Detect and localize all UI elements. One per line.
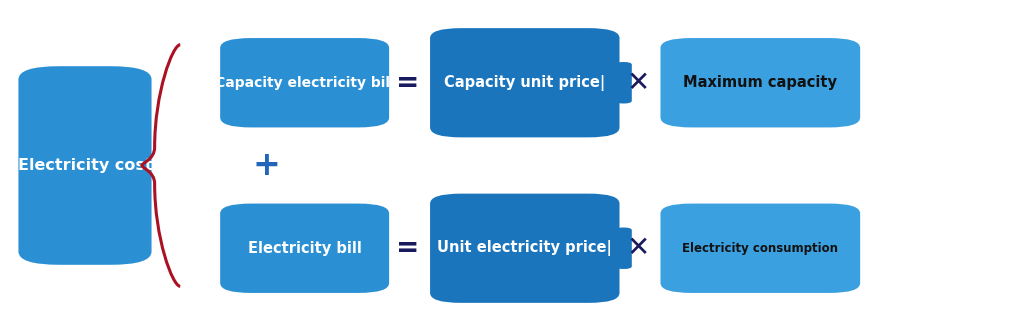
- FancyBboxPatch shape: [18, 66, 152, 265]
- FancyBboxPatch shape: [220, 204, 389, 293]
- Text: Electricity cost: Electricity cost: [17, 158, 153, 173]
- Text: ✕: ✕: [627, 234, 649, 262]
- Text: ✕: ✕: [627, 69, 649, 97]
- FancyBboxPatch shape: [220, 38, 389, 127]
- FancyBboxPatch shape: [430, 194, 620, 303]
- Text: Electricity bill: Electricity bill: [248, 241, 361, 256]
- Text: +: +: [252, 149, 281, 182]
- Text: Unit electricity price|: Unit electricity price|: [437, 240, 612, 256]
- Text: Electricity consumption: Electricity consumption: [682, 242, 839, 255]
- FancyBboxPatch shape: [660, 38, 860, 127]
- FancyBboxPatch shape: [615, 227, 632, 269]
- FancyBboxPatch shape: [430, 28, 620, 137]
- FancyBboxPatch shape: [660, 204, 860, 293]
- Text: =: =: [396, 234, 419, 262]
- Text: Maximum capacity: Maximum capacity: [683, 75, 838, 90]
- Text: Capacity electricity bill: Capacity electricity bill: [215, 76, 394, 90]
- FancyBboxPatch shape: [615, 62, 632, 104]
- Text: Capacity unit price|: Capacity unit price|: [444, 75, 605, 91]
- Text: =: =: [396, 69, 419, 97]
